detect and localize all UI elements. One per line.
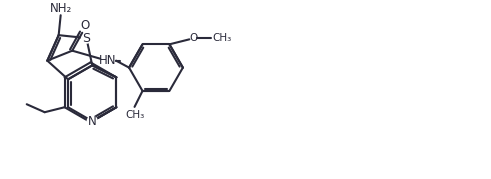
- Text: O: O: [81, 19, 90, 32]
- Text: HN: HN: [99, 54, 117, 67]
- Text: NH₂: NH₂: [50, 2, 72, 15]
- Circle shape: [87, 116, 97, 126]
- Text: S: S: [82, 32, 90, 45]
- Text: N: N: [88, 115, 97, 128]
- Text: CH₃: CH₃: [213, 33, 232, 43]
- Circle shape: [82, 33, 91, 43]
- Text: O: O: [189, 33, 197, 43]
- Text: CH₃: CH₃: [125, 110, 144, 120]
